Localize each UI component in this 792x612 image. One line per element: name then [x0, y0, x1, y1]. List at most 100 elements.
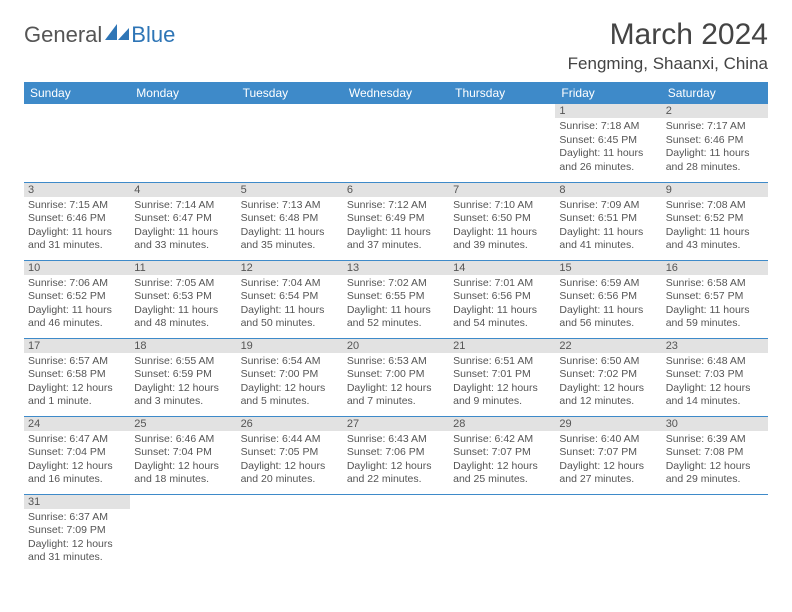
daylight-text: Daylight: 11 hours and 54 minutes. [453, 304, 551, 331]
daylight-text: Daylight: 12 hours and 7 minutes. [347, 382, 445, 409]
sunrise-text: Sunrise: 7:18 AM [559, 120, 657, 134]
calendar-cell [24, 104, 130, 182]
calendar-cell [449, 104, 555, 182]
sunrise-text: Sunrise: 6:50 AM [559, 355, 657, 369]
calendar-cell: 16Sunrise: 6:58 AMSunset: 6:57 PMDayligh… [662, 260, 768, 338]
logo-text-general: General [24, 22, 102, 48]
day-data: Sunrise: 6:50 AMSunset: 7:02 PMDaylight:… [555, 353, 661, 414]
sunrise-text: Sunrise: 6:53 AM [347, 355, 445, 369]
location: Fengming, Shaanxi, China [568, 54, 768, 74]
month-title: March 2024 [568, 18, 768, 52]
logo-text-blue: Blue [131, 22, 175, 48]
day-number: 28 [449, 417, 555, 431]
calendar-row: 31Sunrise: 6:37 AMSunset: 7:09 PMDayligh… [24, 494, 768, 572]
calendar-cell: 17Sunrise: 6:57 AMSunset: 6:58 PMDayligh… [24, 338, 130, 416]
sunset-text: Sunset: 6:46 PM [666, 134, 764, 148]
sunrise-text: Sunrise: 7:05 AM [134, 277, 232, 291]
calendar-cell: 14Sunrise: 7:01 AMSunset: 6:56 PMDayligh… [449, 260, 555, 338]
day-number: 4 [130, 183, 236, 197]
sunset-text: Sunset: 7:08 PM [666, 446, 764, 460]
calendar-row: 10Sunrise: 7:06 AMSunset: 6:52 PMDayligh… [24, 260, 768, 338]
calendar-cell: 5Sunrise: 7:13 AMSunset: 6:48 PMDaylight… [237, 182, 343, 260]
calendar-cell: 11Sunrise: 7:05 AMSunset: 6:53 PMDayligh… [130, 260, 236, 338]
sunset-text: Sunset: 7:07 PM [453, 446, 551, 460]
calendar-cell [662, 494, 768, 572]
sunset-text: Sunset: 6:51 PM [559, 212, 657, 226]
weekday-header: Monday [130, 82, 236, 104]
calendar-table: Sunday Monday Tuesday Wednesday Thursday… [24, 82, 768, 572]
calendar-cell: 3Sunrise: 7:15 AMSunset: 6:46 PMDaylight… [24, 182, 130, 260]
daylight-text: Daylight: 12 hours and 5 minutes. [241, 382, 339, 409]
sunrise-text: Sunrise: 7:12 AM [347, 199, 445, 213]
day-data: Sunrise: 6:44 AMSunset: 7:05 PMDaylight:… [237, 431, 343, 492]
sunrise-text: Sunrise: 6:42 AM [453, 433, 551, 447]
calendar-row: 24Sunrise: 6:47 AMSunset: 7:04 PMDayligh… [24, 416, 768, 494]
daylight-text: Daylight: 11 hours and 33 minutes. [134, 226, 232, 253]
calendar-cell: 4Sunrise: 7:14 AMSunset: 6:47 PMDaylight… [130, 182, 236, 260]
day-data: Sunrise: 6:53 AMSunset: 7:00 PMDaylight:… [343, 353, 449, 414]
calendar-cell [237, 494, 343, 572]
sunset-text: Sunset: 6:46 PM [28, 212, 126, 226]
calendar-cell: 31Sunrise: 6:37 AMSunset: 7:09 PMDayligh… [24, 494, 130, 572]
sunset-text: Sunset: 7:02 PM [559, 368, 657, 382]
daylight-text: Daylight: 11 hours and 52 minutes. [347, 304, 445, 331]
sunrise-text: Sunrise: 7:17 AM [666, 120, 764, 134]
sunset-text: Sunset: 6:52 PM [28, 290, 126, 304]
day-data: Sunrise: 6:57 AMSunset: 6:58 PMDaylight:… [24, 353, 130, 414]
sunset-text: Sunset: 7:04 PM [134, 446, 232, 460]
day-number: 15 [555, 261, 661, 275]
day-data: Sunrise: 7:14 AMSunset: 6:47 PMDaylight:… [130, 197, 236, 258]
calendar-cell: 13Sunrise: 7:02 AMSunset: 6:55 PMDayligh… [343, 260, 449, 338]
calendar-cell: 27Sunrise: 6:43 AMSunset: 7:06 PMDayligh… [343, 416, 449, 494]
day-data: Sunrise: 6:39 AMSunset: 7:08 PMDaylight:… [662, 431, 768, 492]
sunrise-text: Sunrise: 6:44 AM [241, 433, 339, 447]
calendar-row: 17Sunrise: 6:57 AMSunset: 6:58 PMDayligh… [24, 338, 768, 416]
day-number: 3 [24, 183, 130, 197]
day-data: Sunrise: 7:12 AMSunset: 6:49 PMDaylight:… [343, 197, 449, 258]
day-data: Sunrise: 7:15 AMSunset: 6:46 PMDaylight:… [24, 197, 130, 258]
day-number: 23 [662, 339, 768, 353]
daylight-text: Daylight: 11 hours and 46 minutes. [28, 304, 126, 331]
day-data: Sunrise: 7:10 AMSunset: 6:50 PMDaylight:… [449, 197, 555, 258]
day-number: 1 [555, 104, 661, 118]
sunset-text: Sunset: 7:00 PM [347, 368, 445, 382]
title-block: March 2024 Fengming, Shaanxi, China [568, 18, 768, 74]
day-data: Sunrise: 6:47 AMSunset: 7:04 PMDaylight:… [24, 431, 130, 492]
sunrise-text: Sunrise: 7:09 AM [559, 199, 657, 213]
sunrise-text: Sunrise: 6:54 AM [241, 355, 339, 369]
day-data: Sunrise: 7:13 AMSunset: 6:48 PMDaylight:… [237, 197, 343, 258]
sunset-text: Sunset: 7:06 PM [347, 446, 445, 460]
day-data: Sunrise: 6:37 AMSunset: 7:09 PMDaylight:… [24, 509, 130, 570]
daylight-text: Daylight: 12 hours and 20 minutes. [241, 460, 339, 487]
calendar-cell: 15Sunrise: 6:59 AMSunset: 6:56 PMDayligh… [555, 260, 661, 338]
sunset-text: Sunset: 6:59 PM [134, 368, 232, 382]
sunrise-text: Sunrise: 7:06 AM [28, 277, 126, 291]
day-number: 27 [343, 417, 449, 431]
sunset-text: Sunset: 6:52 PM [666, 212, 764, 226]
day-number: 24 [24, 417, 130, 431]
weekday-header: Wednesday [343, 82, 449, 104]
day-number: 30 [662, 417, 768, 431]
day-number: 16 [662, 261, 768, 275]
sunrise-text: Sunrise: 6:58 AM [666, 277, 764, 291]
weekday-header: Friday [555, 82, 661, 104]
day-data: Sunrise: 6:46 AMSunset: 7:04 PMDaylight:… [130, 431, 236, 492]
calendar-cell [130, 104, 236, 182]
sunset-text: Sunset: 7:09 PM [28, 524, 126, 538]
sunset-text: Sunset: 7:01 PM [453, 368, 551, 382]
calendar-cell [237, 104, 343, 182]
sunrise-text: Sunrise: 6:46 AM [134, 433, 232, 447]
daylight-text: Daylight: 11 hours and 59 minutes. [666, 304, 764, 331]
day-number: 25 [130, 417, 236, 431]
sunset-text: Sunset: 7:04 PM [28, 446, 126, 460]
day-number: 20 [343, 339, 449, 353]
sunrise-text: Sunrise: 6:43 AM [347, 433, 445, 447]
day-data: Sunrise: 7:05 AMSunset: 6:53 PMDaylight:… [130, 275, 236, 336]
sunrise-text: Sunrise: 6:47 AM [28, 433, 126, 447]
calendar-cell [343, 494, 449, 572]
sunrise-text: Sunrise: 7:04 AM [241, 277, 339, 291]
sunrise-text: Sunrise: 7:13 AM [241, 199, 339, 213]
weekday-header: Tuesday [237, 82, 343, 104]
daylight-text: Daylight: 12 hours and 12 minutes. [559, 382, 657, 409]
day-data: Sunrise: 6:40 AMSunset: 7:07 PMDaylight:… [555, 431, 661, 492]
